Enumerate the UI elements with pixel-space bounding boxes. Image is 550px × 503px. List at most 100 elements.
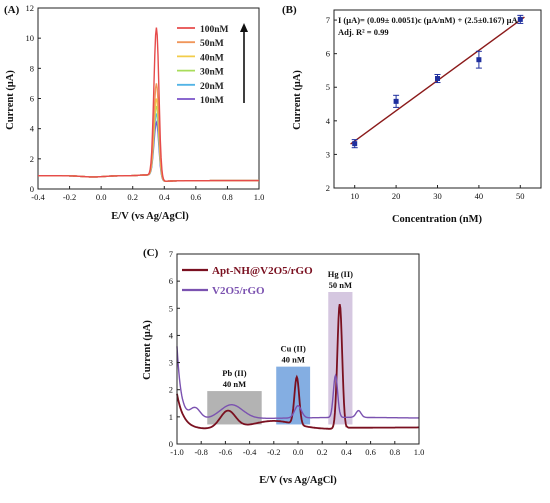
fit-r2: Adj. R² = 0.99: [338, 27, 389, 37]
legend-apt-text: Apt-NH@V2O5/rGO: [212, 265, 313, 277]
panel-a-series-20nm: [38, 113, 259, 182]
panel-a-series-30nm: [38, 105, 259, 182]
panel-c-xtick-label: 1.0: [414, 447, 425, 457]
panel-a-series-50nm: [38, 83, 259, 182]
panel-b-xtick-label: 30: [433, 191, 442, 201]
panel-c-xtick-label: -0.6: [219, 447, 232, 457]
panel-a-chart: -0.4 -0.2 0.0 0.2 0.4 0.6 0.8 1.0 0 2 4 6 8 10 12 100n…: [5, 3, 264, 222]
panel-c-legend: Apt-NH@V2O5/rGO V2O5/rGO: [182, 265, 313, 297]
panel-b-point: [517, 16, 523, 22]
legend-apt-label: Apt-NH@V2O5/rGO: [212, 265, 313, 277]
panel-b-chart: 10 20 30 40 50 2 3 4 5 6 7 I (μA)= (0.09± 0.0051)c…: [292, 9, 542, 225]
panel-b-xtick-label: 40: [475, 191, 484, 201]
panel-b-ticks: 10 20 30 40 50 2 3 4 5 6 7: [326, 15, 525, 201]
panel-a-xtick-label: 0.6: [191, 192, 202, 202]
panel-b-point: [476, 57, 482, 63]
annotation-conc-cu-ii: 40 nM: [281, 355, 304, 365]
annotation-label-pb-ii: Pb (II): [222, 368, 246, 378]
panel-b-ytick-label: 6: [326, 49, 330, 59]
panel-a-xlabel: E/V (vs Ag/AgCl): [111, 211, 189, 222]
panel-a-legend-label-40nm: 40nM: [200, 53, 224, 63]
panel-a-ytick-label: 10: [26, 33, 35, 43]
panel-c-xlabel: E/V (vs Ag/AgCl): [259, 475, 337, 486]
panel-a-ticks: -0.4 -0.2 0.0 0.2 0.4 0.6 0.8 1.0 0 2 4 6 8 10 12: [26, 3, 265, 202]
panel-c-xtick-label: 0.6: [365, 447, 376, 457]
panel-a-frame: [37, 7, 260, 190]
panel-c-series-v2o5-rgo: [176, 346, 419, 419]
annotation-box-pb-ii: [207, 391, 262, 425]
annotation-label-hg-ii: Hg (II): [328, 269, 353, 279]
panel-a-legend-label-20nm: 20nM: [200, 82, 224, 92]
panel-c-xtick-label: -0.8: [194, 447, 207, 457]
panel-c-ytick-label: 5: [169, 303, 173, 313]
panel-a-ytick-label: 4: [30, 124, 35, 134]
panel-c-xtick-label: 0.8: [389, 447, 400, 457]
panel-b-xlabel: Concentration (nM): [392, 214, 483, 225]
panel-a-xtick-label: 0.0: [96, 192, 107, 202]
panel-a-ytick-label: 0: [30, 184, 34, 194]
panel-a-xtick-label: 0.8: [222, 192, 233, 202]
panel-c-ytick-label: 4: [169, 330, 174, 340]
panel-b-ytick-label: 3: [326, 149, 330, 159]
panel-a-legend-label-50nm: 50nM: [200, 39, 224, 49]
panel-a-ytick-label: 8: [30, 63, 34, 73]
panel-c-xtick-label: -0.4: [243, 447, 257, 457]
panel-c-ytick-label: 0: [169, 439, 173, 449]
panel-a-legend-label-100nm: 100nM: [200, 25, 229, 35]
fit-equation: I (μA)= (0.09± 0.0051)c (μA/nM) + (2.5±0…: [338, 15, 518, 25]
panel-a-series-10nm: [38, 120, 259, 183]
panel-a-ytick-label: 6: [30, 94, 34, 104]
legend-v2o5-label: V2O5/rGO: [212, 285, 265, 297]
panel-b-point: [435, 76, 440, 82]
panel-b-ytick-label: 4: [326, 116, 331, 126]
panel-c-xtick-label: 0.4: [341, 447, 352, 457]
panel-c-ytick-label: 3: [169, 358, 173, 368]
panel-c-ylabel: Current (μA): [142, 320, 153, 380]
panel-a-ytick-label: 2: [30, 154, 34, 164]
panel-a-series: [38, 27, 259, 183]
panel-a-legend-label-10nm: 10nM: [200, 96, 224, 106]
panel-a-xtick-label: 0.2: [127, 192, 138, 202]
annotation-conc-hg-ii: 50 nM: [329, 280, 352, 290]
annotation-conc-pb-ii: 40 nM: [223, 379, 246, 389]
panel-c-xtick-label: 0.2: [317, 447, 328, 457]
panel-a-xtick-label: -0.4: [31, 192, 45, 202]
panel-a-xtick-label: -0.2: [63, 192, 76, 202]
legend-v2o5-text: V2O5/rGO: [212, 285, 265, 297]
panel-b-xtick-label: 50: [516, 191, 525, 201]
panel-b-ytick-label: 5: [326, 82, 330, 92]
panel-c-series-apt-nh-v2o5-rgo: [176, 303, 419, 430]
panel-c-ytick-label: 7: [169, 249, 173, 259]
panel-b-xtick-label: 10: [350, 191, 359, 201]
panel-c-xtick-label: -1.0: [170, 447, 183, 457]
panel-c-chart: -1.0 -0.8 -0.6 -0.4 -0.2 0.0 0.2 0.4 0.6 0.8 1.0 0 1…: [142, 249, 424, 486]
panel-a-xtick-label: 1.0: [254, 192, 265, 202]
panel-c-ticks: -1.0 -0.8 -0.6 -0.4 -0.2 0.0 0.2 0.4 0.6 0.8 1.0 0 1…: [169, 249, 425, 457]
panel-b-points: [351, 14, 524, 149]
panel-b-ylabel: Current (μA): [292, 70, 303, 130]
panel-c-ytick-label: 1: [169, 412, 173, 422]
panel-b-ytick-label: 7: [326, 15, 330, 25]
panel-c-series: [176, 303, 419, 430]
panel-b-point: [393, 98, 399, 104]
panel-b-ytick-label: 2: [326, 183, 330, 193]
panel-a-ylabel: Current (μA): [5, 70, 16, 130]
panel-a-series-40nm: [38, 98, 259, 182]
panel-c-ytick-label: 2: [169, 385, 173, 395]
panel-b-point: [352, 141, 358, 147]
panel-a-xtick-label: 0.4: [159, 192, 170, 202]
panel-a-ytick-label: 12: [26, 3, 35, 13]
panel-b-label: (B): [282, 4, 297, 16]
panel-a-legend: 100nM 50nM 40nM 30nM 20nM 10nM: [177, 25, 229, 106]
panel-a-label: (A): [4, 4, 20, 16]
annotation-label-cu-ii: Cu (II): [281, 344, 306, 354]
panel-c-xtick-label: 0.0: [293, 447, 304, 457]
panel-c-label: (C): [143, 247, 159, 259]
panel-c-xtick-label: -0.2: [267, 447, 280, 457]
panel-a-series-100nm: [38, 27, 259, 182]
panel-a-legend-label-30nm: 30nM: [200, 68, 224, 78]
increase-arrow-head: [240, 23, 248, 32]
panel-b-xtick-label: 20: [392, 191, 401, 201]
